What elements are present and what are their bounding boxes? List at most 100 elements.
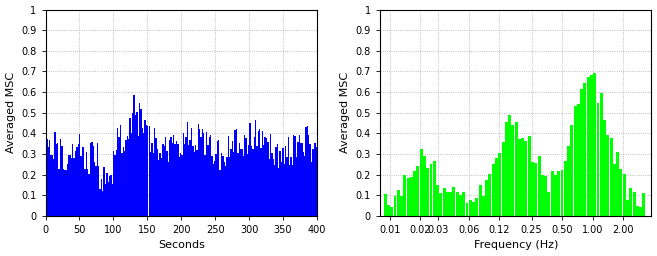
Bar (312, 149, 313, 216)
Bar (541, 175, 544, 216)
Bar (446, 193, 449, 216)
Bar (313, 143, 315, 216)
Bar (152, 153, 154, 216)
Bar (423, 156, 426, 216)
Bar (189, 140, 191, 216)
Bar (449, 192, 452, 216)
Bar (433, 161, 436, 216)
Bar (547, 192, 551, 216)
Bar (74, 158, 75, 216)
Bar (173, 135, 174, 216)
Bar (116, 150, 117, 216)
Bar (293, 135, 294, 216)
Bar (94, 162, 95, 216)
Bar (554, 175, 557, 216)
Y-axis label: Averaged MSC: Averaged MSC (5, 72, 16, 153)
Bar (267, 142, 269, 216)
Bar (155, 138, 156, 216)
Bar (210, 135, 212, 216)
Bar (567, 146, 570, 216)
Bar (83, 147, 84, 216)
X-axis label: Seconds: Seconds (158, 240, 205, 250)
Bar (60, 139, 61, 216)
Bar (237, 153, 238, 216)
Bar (214, 161, 215, 216)
Bar (135, 115, 136, 216)
Bar (283, 148, 284, 216)
Bar (633, 192, 635, 216)
Bar (307, 126, 308, 216)
Bar (55, 132, 56, 216)
Bar (53, 159, 55, 216)
Bar (148, 126, 150, 216)
Bar (212, 156, 213, 216)
Bar (174, 144, 176, 216)
Bar (244, 135, 245, 216)
Bar (71, 157, 72, 216)
Bar (285, 146, 286, 216)
Bar (208, 137, 210, 216)
Bar (235, 130, 236, 216)
Bar (185, 137, 187, 216)
Bar (192, 146, 194, 216)
Bar (229, 157, 231, 216)
Bar (165, 137, 166, 216)
Bar (81, 147, 83, 216)
Bar (215, 154, 217, 216)
Bar (294, 136, 296, 216)
Bar (97, 143, 98, 216)
Bar (127, 136, 128, 216)
Bar (118, 137, 120, 216)
Bar (183, 133, 184, 216)
Bar (169, 140, 170, 216)
Bar (176, 142, 177, 216)
Bar (505, 122, 508, 216)
Bar (603, 120, 606, 216)
Bar (597, 103, 599, 216)
Bar (124, 151, 125, 216)
Bar (259, 129, 260, 216)
Bar (141, 109, 142, 216)
Bar (150, 152, 151, 216)
Bar (528, 136, 531, 216)
Bar (557, 171, 560, 216)
Bar (626, 200, 629, 216)
Bar (161, 158, 162, 216)
Bar (290, 157, 292, 216)
Bar (207, 145, 208, 216)
Bar (240, 149, 241, 216)
Bar (256, 146, 258, 216)
Bar (146, 125, 147, 216)
Bar (170, 137, 171, 216)
Bar (199, 130, 200, 216)
Bar (514, 122, 518, 216)
Bar (200, 136, 202, 216)
Bar (616, 152, 619, 216)
Bar (560, 169, 564, 216)
Bar (583, 83, 587, 216)
Y-axis label: Averaged MSC: Averaged MSC (340, 72, 350, 153)
Bar (613, 164, 616, 216)
Bar (145, 120, 146, 216)
Bar (137, 136, 139, 216)
Bar (636, 206, 639, 216)
Bar (407, 178, 409, 216)
Bar (132, 113, 133, 216)
Bar (593, 73, 596, 216)
Bar (251, 146, 252, 216)
Bar (303, 152, 304, 216)
Bar (274, 165, 275, 216)
Bar (101, 179, 102, 216)
Bar (206, 132, 207, 216)
Bar (113, 151, 114, 216)
Bar (302, 143, 303, 216)
Bar (99, 189, 101, 216)
Bar (511, 125, 514, 216)
Bar (227, 136, 229, 216)
Bar (590, 75, 593, 216)
Bar (180, 153, 181, 216)
Bar (501, 142, 505, 216)
Bar (89, 174, 90, 216)
Bar (309, 144, 311, 216)
Bar (466, 202, 468, 216)
